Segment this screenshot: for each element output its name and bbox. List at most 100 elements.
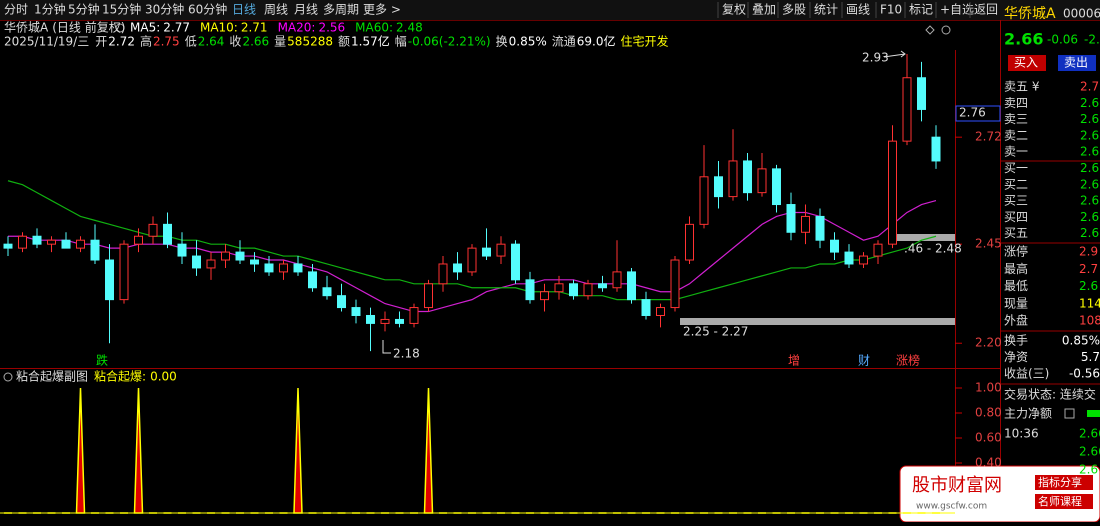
tick-price: 2.66 (1079, 427, 1100, 441)
candle-body (453, 263, 462, 273)
annotation: 2.25 - 2.27 (683, 325, 748, 339)
y-tick-label: 0.40 (975, 456, 1002, 470)
candle-body (772, 168, 781, 206)
stock-name: 华侨城A (4, 21, 49, 35)
sell-button[interactable] (1058, 55, 1096, 71)
quote-label: 开 (95, 35, 107, 49)
book-label: 卖一 (1004, 145, 1028, 159)
candle-body (830, 239, 839, 253)
candle-body (554, 283, 564, 293)
ma-label: MA20: (278, 21, 316, 35)
y-tick-label: 1.00 (975, 381, 1002, 395)
candle-body (859, 255, 868, 265)
period-tab[interactable]: 月线 (294, 3, 318, 17)
tool-button[interactable]: F10 (880, 3, 902, 17)
period-tab[interactable]: 日线 (232, 3, 256, 17)
candle-body (61, 239, 71, 249)
candle-body (177, 243, 187, 257)
flow-label: 主力净额 (1004, 407, 1052, 421)
arrow (382, 340, 391, 354)
tool-button[interactable]: 返回 (974, 3, 998, 17)
stat-value: 2.7 (1079, 262, 1098, 276)
book-label: 买三 (1004, 194, 1028, 208)
tool-button[interactable]: 叠加 (752, 3, 776, 17)
book-label: 卖四 (1004, 96, 1028, 110)
signal-marker: 涨榜 (896, 353, 920, 368)
candle-body (279, 263, 288, 273)
buy-label: 买入 (1014, 56, 1038, 70)
candle-body (47, 239, 56, 245)
ma-line (7, 180, 937, 301)
candle-body (815, 215, 825, 241)
candle-body (351, 307, 361, 316)
icon (3, 372, 13, 382)
book-label: 卖三 (1004, 112, 1028, 126)
quote-label: 2025/11/19/三 (4, 35, 89, 49)
period-tab[interactable]: 15分钟 (102, 2, 141, 17)
candle-body (612, 271, 622, 289)
tool-button[interactable]: 画线 (846, 3, 870, 17)
tool-button[interactable]: 标记 (909, 3, 933, 17)
finance-value: 0.85% (1062, 334, 1100, 348)
candle-body (627, 271, 636, 301)
book-value: 2.6 (1080, 210, 1099, 224)
candle-body (366, 314, 375, 324)
candle-body (438, 263, 448, 285)
stock-name: 华侨城A (1004, 6, 1056, 22)
period-tab[interactable]: 60分钟 (188, 2, 227, 17)
period-tab[interactable]: 周线 (264, 3, 288, 17)
candle-body (337, 295, 346, 309)
book-value: 2.7 (1080, 80, 1099, 94)
indicator-label: 粘合起爆: (94, 369, 146, 384)
tool-button[interactable]: +自选 (940, 3, 974, 17)
tool-button[interactable]: 复权 (722, 3, 746, 17)
signal-spike (293, 387, 303, 514)
period-tab[interactable]: 5分钟 (68, 2, 100, 17)
candle-body (569, 283, 578, 297)
y-tick-label: 2.72 (975, 130, 1002, 144)
buy-button[interactable] (1008, 55, 1046, 71)
candle-body (656, 307, 665, 316)
quote-value: 2.66 (242, 35, 269, 49)
finance-value: 5.7 (1081, 350, 1100, 364)
signal-spike (133, 387, 144, 514)
ma-value: 2.48 (396, 21, 423, 35)
watermark-url: www.gscfw.com (916, 502, 987, 512)
period-tab[interactable]: 1分钟 (34, 2, 66, 17)
quote-value: 2.72 (108, 35, 135, 49)
period-tab[interactable]: 更多 > (363, 3, 401, 17)
ma-line (8, 199, 937, 313)
candle-body (424, 283, 433, 309)
candle-body (32, 235, 42, 245)
toolbar-bg (0, 0, 1100, 20)
period-tab[interactable]: 多周期 (323, 3, 359, 17)
candle-body (221, 251, 230, 261)
quote-label: 低 (185, 35, 197, 49)
book-value: 2.6 (1080, 226, 1099, 240)
candle-body (105, 259, 114, 301)
watermark-tag: 指标分享 (1038, 475, 1082, 489)
candle-body (395, 318, 404, 324)
tool-button[interactable]: 统计 (814, 3, 838, 17)
candle-body (322, 287, 332, 297)
annotation: 2.93 (862, 51, 889, 65)
candle-body (482, 247, 491, 257)
candle-body (293, 263, 303, 273)
tool-button[interactable]: 多股 (782, 3, 806, 17)
sell-label: 卖出 (1064, 56, 1088, 70)
candle-body (511, 243, 520, 281)
candle-body (18, 235, 27, 249)
candle-body (801, 215, 810, 233)
candle-body (235, 251, 245, 261)
book-label: 卖五 ¥ (1004, 80, 1040, 94)
candle-body (844, 251, 854, 265)
candle-body (641, 299, 651, 316)
y-tick-label: 0.60 (975, 431, 1002, 445)
flow-bar (1087, 410, 1100, 417)
period-tab[interactable]: 30分钟 (145, 2, 184, 17)
book-label: 卖二 (1004, 128, 1028, 142)
book-value: 2.6 (1080, 194, 1099, 208)
candle-body (119, 243, 129, 301)
period-tab[interactable]: 分时 (4, 3, 28, 17)
